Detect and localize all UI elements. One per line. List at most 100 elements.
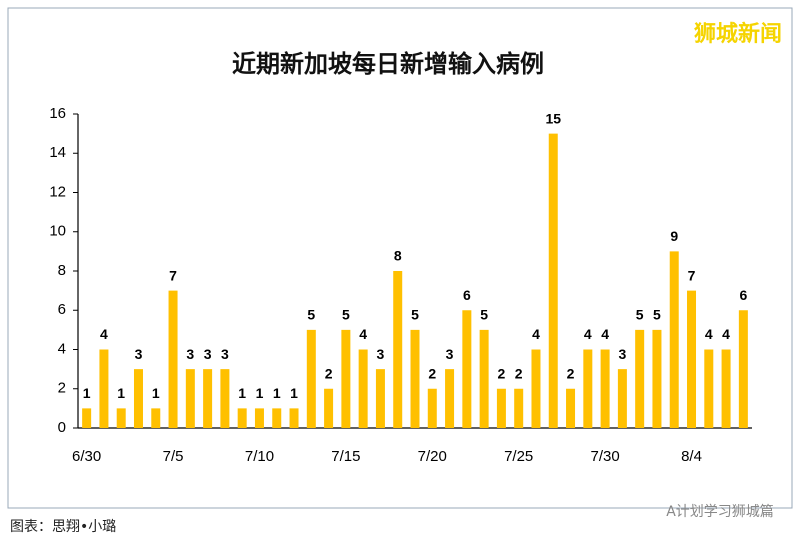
data-label: 4 — [100, 326, 108, 342]
data-label: 3 — [618, 346, 626, 362]
bar — [151, 408, 161, 428]
data-label: 6 — [739, 287, 747, 303]
data-label: 5 — [342, 307, 350, 323]
x-tick-label: 7/30 — [591, 448, 620, 465]
data-label: 4 — [722, 326, 730, 342]
bar — [99, 349, 109, 428]
bar — [531, 349, 541, 428]
bar — [220, 369, 230, 428]
data-label: 2 — [515, 365, 523, 381]
bar — [548, 133, 558, 428]
chart-title: 近期新加坡每日新增输入病例 — [232, 50, 544, 78]
y-tick-label: 12 — [49, 183, 66, 200]
bar — [514, 388, 524, 428]
data-label: 6 — [463, 287, 471, 303]
x-tick-label: 7/5 — [163, 448, 184, 465]
x-tick-label: 7/15 — [331, 448, 360, 465]
bar — [583, 349, 593, 428]
bar — [479, 329, 489, 428]
bar — [306, 329, 316, 428]
data-label: 1 — [290, 385, 298, 401]
bar — [289, 408, 299, 428]
y-tick-label: 6 — [58, 301, 66, 318]
bar — [116, 408, 126, 428]
data-label: 3 — [186, 346, 194, 362]
data-label: 4 — [532, 326, 540, 342]
bar — [237, 408, 247, 428]
data-label: 3 — [221, 346, 229, 362]
data-label: 15 — [545, 110, 561, 126]
bar — [375, 369, 385, 428]
x-tick-label: 8/4 — [681, 448, 702, 465]
bar — [652, 329, 662, 428]
bar — [566, 388, 576, 428]
y-tick-label: 4 — [58, 340, 66, 357]
watermark: 狮城新闻 — [694, 21, 782, 47]
x-tick-label: 6/30 — [72, 448, 101, 465]
data-label: 1 — [83, 385, 91, 401]
bar — [393, 271, 403, 428]
data-label: 4 — [584, 326, 592, 342]
bar — [445, 369, 455, 428]
bar — [358, 349, 368, 428]
footer-left: 图表：思翔•小璐 — [10, 519, 116, 535]
y-tick-label: 16 — [49, 105, 66, 122]
bar — [617, 369, 627, 428]
bar — [704, 349, 714, 428]
x-tick-label: 7/10 — [245, 448, 274, 465]
bar — [669, 251, 679, 428]
bar — [185, 369, 195, 428]
x-tick-label: 7/20 — [418, 448, 447, 465]
bar — [168, 290, 178, 428]
bar — [427, 388, 437, 428]
data-label: 5 — [653, 307, 661, 323]
data-label: 5 — [411, 307, 419, 323]
y-tick-label: 14 — [49, 144, 66, 161]
bar — [496, 388, 506, 428]
bar — [721, 349, 731, 428]
bar — [203, 369, 213, 428]
bar — [254, 408, 264, 428]
data-label: 2 — [428, 365, 436, 381]
data-label: 1 — [256, 385, 264, 401]
data-label: 5 — [636, 307, 644, 323]
data-label: 1 — [152, 385, 160, 401]
data-label: 5 — [307, 307, 315, 323]
data-label: 1 — [273, 385, 281, 401]
y-tick-label: 0 — [58, 419, 66, 436]
bar — [738, 310, 748, 428]
data-label: 3 — [377, 346, 385, 362]
data-label: 7 — [169, 267, 177, 283]
bar — [687, 290, 697, 428]
y-tick-label: 2 — [58, 380, 66, 397]
data-label: 9 — [670, 228, 678, 244]
data-label: 3 — [204, 346, 212, 362]
data-label: 4 — [359, 326, 367, 342]
bar — [462, 310, 472, 428]
data-label: 4 — [601, 326, 609, 342]
y-tick-label: 10 — [49, 223, 66, 240]
data-label: 7 — [688, 267, 696, 283]
data-label: 3 — [135, 346, 143, 362]
data-label: 2 — [498, 365, 506, 381]
data-label: 1 — [117, 385, 125, 401]
data-label: 2 — [567, 365, 575, 381]
bar — [82, 408, 92, 428]
data-label: 4 — [705, 326, 713, 342]
data-label: 5 — [480, 307, 488, 323]
bar — [324, 388, 334, 428]
data-label: 3 — [446, 346, 454, 362]
bar — [341, 329, 351, 428]
data-label: 2 — [325, 365, 333, 381]
data-label: 1 — [238, 385, 246, 401]
y-tick-label: 8 — [58, 262, 66, 279]
bar — [272, 408, 282, 428]
bar — [635, 329, 645, 428]
bar — [600, 349, 610, 428]
data-label: 8 — [394, 248, 402, 264]
x-tick-label: 7/25 — [504, 448, 533, 465]
bar — [133, 369, 143, 428]
bar — [410, 329, 420, 428]
footer-right: A计划学习狮城篇 — [666, 504, 774, 520]
